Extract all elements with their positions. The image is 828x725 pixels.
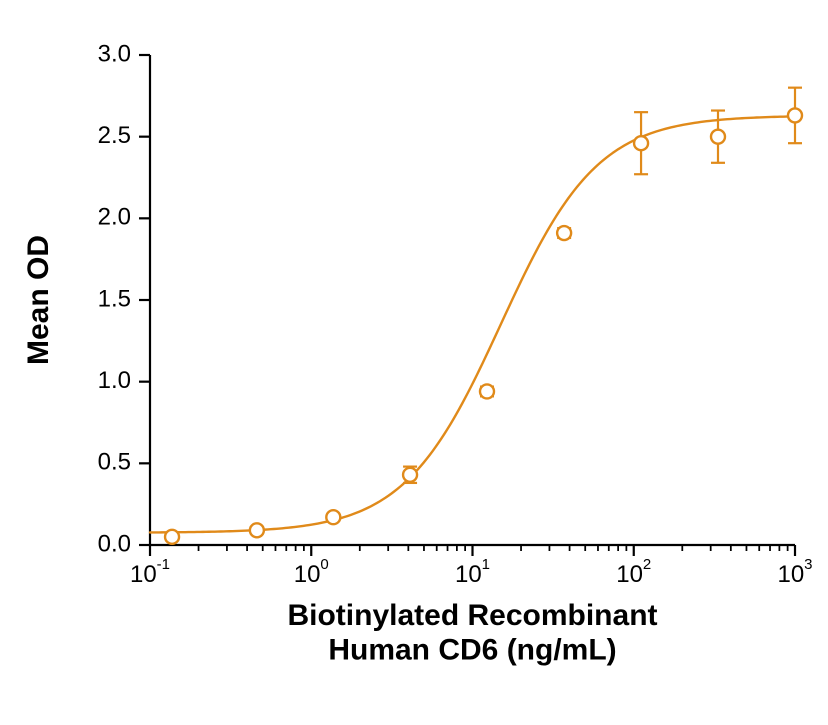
- y-tick-label: 0.5: [98, 449, 131, 476]
- data-point: [165, 530, 179, 544]
- data-point: [788, 108, 802, 122]
- data-point: [480, 384, 494, 398]
- y-tick-label: 2.0: [98, 204, 131, 231]
- data-point: [557, 226, 571, 240]
- x-axis-label-line1: Biotinylated Recombinant: [287, 599, 657, 632]
- x-axis-label-line2: Human CD6 (ng/mL): [328, 634, 616, 667]
- y-tick-label: 3.0: [98, 40, 131, 67]
- data-point: [634, 136, 648, 150]
- data-point: [403, 468, 417, 482]
- y-tick-label: 0.0: [98, 530, 131, 557]
- y-tick-label: 1.0: [98, 367, 131, 394]
- y-tick-label: 2.5: [98, 122, 131, 149]
- chart-container: 0.00.51.01.52.02.53.010-1100101102103Mea…: [0, 0, 828, 725]
- data-point: [711, 130, 725, 144]
- data-point: [250, 523, 264, 537]
- y-tick-label: 1.5: [98, 285, 131, 312]
- dose-response-chart: 0.00.51.01.52.02.53.010-1100101102103Mea…: [0, 0, 828, 725]
- data-point: [326, 510, 340, 524]
- y-axis-label: Mean OD: [22, 235, 55, 365]
